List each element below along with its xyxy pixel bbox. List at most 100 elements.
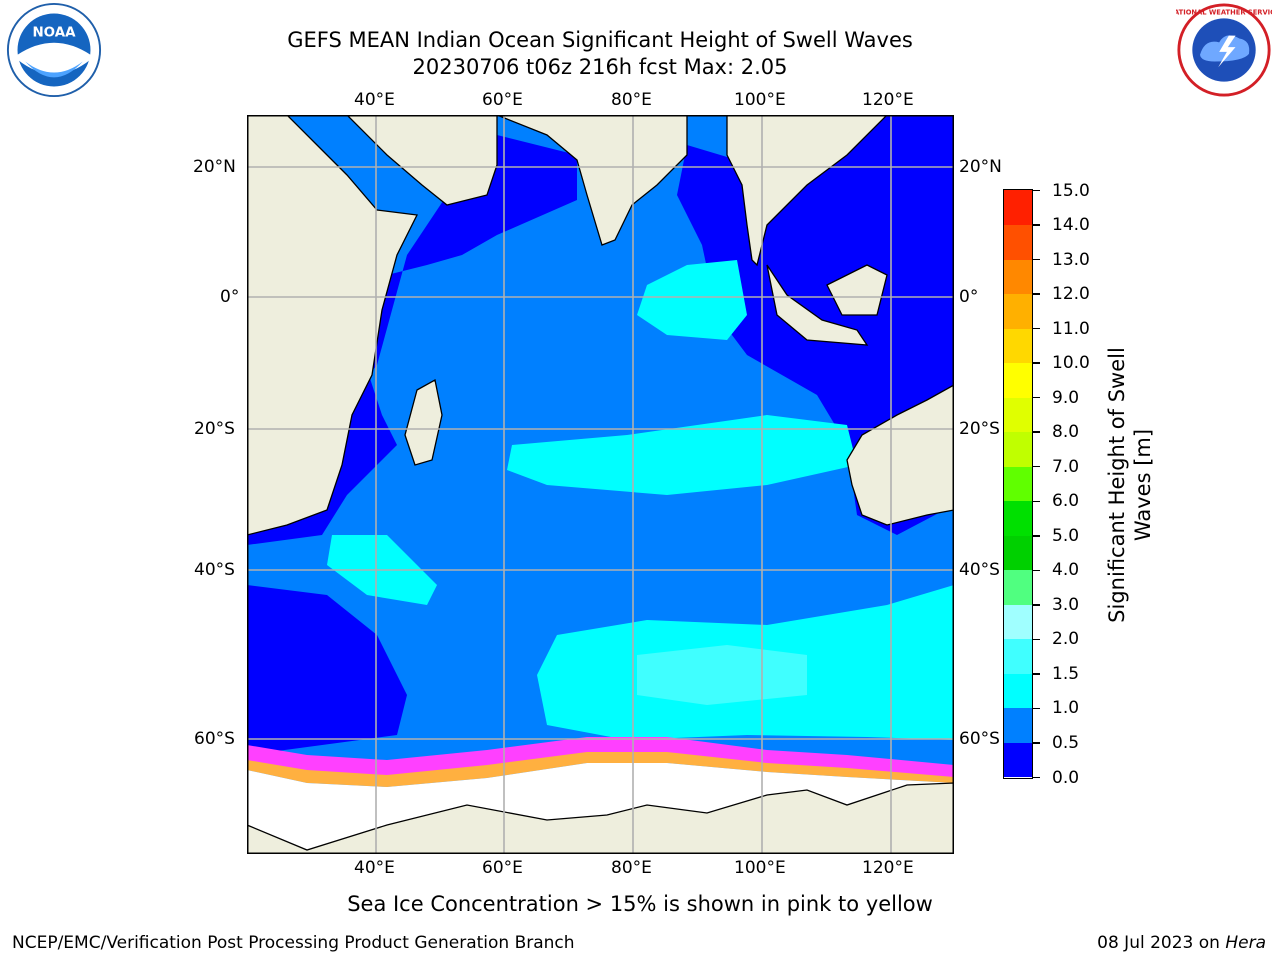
colorbar-tick-label: 8.0 (1052, 422, 1080, 443)
footer-left: NCEP/EMC/Verification Post Processing Pr… (12, 933, 575, 953)
colorbar-tick-mark (1033, 189, 1040, 192)
colorbar-segment (1004, 500, 1032, 536)
colorbar-tick-label: 15.0 (1052, 180, 1090, 201)
lat-label-right-20s: 20°S (959, 419, 1000, 439)
lat-label-left-60s: 60°S (194, 729, 235, 749)
swell-band-upper-southern (637, 645, 807, 705)
lon-label-bottom-100e: 100°E (734, 858, 786, 878)
lon-label-bottom-80e: 80°E (611, 858, 652, 878)
colorbar-tick-mark (1033, 535, 1040, 537)
colorbar-tick-label: 1.5 (1052, 663, 1080, 684)
colorbar-tick-label: 12.0 (1052, 284, 1090, 305)
colorbar-tick-mark (1033, 362, 1040, 364)
nws-logo-text: NATIONAL WEATHER SERVICE (1176, 8, 1272, 16)
noaa-logo-text: NOAA (32, 26, 76, 41)
swell-band-mid-subtropic (507, 415, 857, 495)
colorbar-tick-mark (1033, 258, 1040, 261)
colorbar-tick-label: 11.0 (1052, 318, 1090, 339)
colorbar-tick-mark (1033, 742, 1040, 744)
colorbar-label: Significant Height of Swell Waves [m] (1104, 275, 1156, 695)
colorbar-tick-mark (1033, 604, 1040, 606)
chart-title: GEFS MEAN Indian Ocean Significant Heigh… (287, 28, 913, 52)
lat-label-right-40s: 40°S (959, 560, 1000, 580)
colorbar-segment (1004, 466, 1032, 502)
lon-label-top-120e: 120°E (862, 90, 914, 110)
colorbar-tick-label: 6.0 (1052, 491, 1080, 512)
colorbar-tick-mark (1033, 224, 1040, 226)
colorbar-segment (1004, 569, 1032, 605)
colorbar-segment (1004, 293, 1032, 329)
land-africa-arabia (247, 115, 498, 536)
colorbar-tick-label: 3.0 (1052, 594, 1080, 615)
lat-label-left-20s: 20°S (194, 419, 235, 439)
lon-label-top-60e: 60°E (482, 90, 523, 110)
swell-band-low-sw (247, 585, 407, 755)
lat-label-left-0: 0° (220, 287, 240, 307)
colorbar-segment (1004, 535, 1032, 571)
land-india (496, 115, 688, 246)
lat-label-left-20n: 20°N (193, 157, 236, 177)
footer-date: 08 Jul 2023 on (1097, 933, 1226, 953)
colorbar-tick-mark (1033, 293, 1040, 295)
colorbar-segment (1004, 259, 1032, 295)
colorbar-tick-mark (1033, 638, 1040, 641)
lon-label-top-100e: 100°E (734, 90, 786, 110)
lon-label-bottom-60e: 60°E (482, 858, 523, 878)
lon-label-bottom-40e: 40°E (354, 858, 395, 878)
colorbar-segment (1004, 190, 1032, 226)
colorbar-tick-mark (1033, 465, 1040, 468)
colorbar-label-text: Significant Height of Swell Waves [m] (1105, 347, 1155, 623)
footer-right: 08 Jul 2023 on Hera (1097, 932, 1266, 954)
lon-label-bottom-120e: 120°E (862, 858, 914, 878)
colorbar-tick-label: 1.0 (1052, 698, 1080, 719)
colorbar-tick-label: 10.0 (1052, 353, 1090, 374)
colorbar-tick-mark (1033, 327, 1040, 330)
colorbar-tick-mark (1033, 431, 1040, 433)
map-frame (247, 115, 954, 854)
colorbar-tick-mark (1033, 673, 1040, 675)
lat-label-right-20n: 20°N (959, 157, 1002, 177)
colorbar-tick-label: 4.0 (1052, 560, 1080, 581)
nws-logo-icon: NATIONAL WEATHER SERVICE (1176, 3, 1272, 97)
colorbar (1003, 189, 1033, 779)
colorbar-ticks: 0.0 0.5 1.0 1.5 2.0 3.0 4.0 5.0 6.0 7.0 8.0 9.0 10.0… (1033, 181, 1095, 788)
sea-ice-caption: Sea Ice Concentration > 15% is shown in … (347, 892, 933, 916)
footer-machine: Hera (1225, 933, 1266, 953)
colorbar-tick-mark (1033, 396, 1040, 399)
colorbar-segment (1004, 328, 1032, 364)
colorbar-tick-label: 13.0 (1052, 249, 1090, 270)
colorbar-segment (1004, 742, 1032, 778)
lat-label-right-60s: 60°S (959, 729, 1000, 749)
land-madagascar (404, 378, 443, 466)
lat-label-left-40s: 40°S (194, 560, 235, 580)
noaa-logo-icon: NOAA (6, 2, 102, 98)
lat-label-right-0: 0° (959, 287, 979, 307)
colorbar-tick-label: 2.0 (1052, 629, 1080, 650)
colorbar-tick-label: 9.0 (1052, 387, 1080, 408)
colorbar-tick-label: 0.5 (1052, 732, 1080, 753)
swell-band-mid-tropical (637, 260, 747, 340)
chart-subtitle: 20230706 t06z 216h fcst Max: 2.05 (412, 55, 788, 79)
colorbar-tick-mark (1033, 500, 1040, 502)
colorbar-tick-label: 7.0 (1052, 456, 1080, 477)
colorbar-segment (1004, 224, 1032, 260)
map-gridlines (247, 115, 954, 854)
colorbar-segment (1004, 707, 1032, 743)
land-australia (846, 384, 954, 526)
colorbar-tick-mark (1033, 707, 1040, 710)
colorbar-tick-label: 0.0 (1052, 767, 1080, 788)
colorbar-segment (1004, 431, 1032, 467)
land-antarctica (247, 782, 954, 854)
colorbar-segment (1004, 638, 1032, 674)
colorbar-segment (1004, 397, 1032, 433)
colorbar-tick-label: 5.0 (1052, 525, 1080, 546)
lon-label-top-80e: 80°E (611, 90, 652, 110)
map-plot (247, 115, 954, 854)
colorbar-tick-mark (1033, 569, 1040, 572)
colorbar-tick-mark (1033, 776, 1040, 779)
lon-label-top-40e: 40°E (354, 90, 395, 110)
colorbar-segment (1004, 673, 1032, 709)
sea-ice-orange-margin (247, 752, 954, 787)
colorbar-segment (1004, 604, 1032, 640)
colorbar-tick-label: 14.0 (1052, 215, 1090, 236)
